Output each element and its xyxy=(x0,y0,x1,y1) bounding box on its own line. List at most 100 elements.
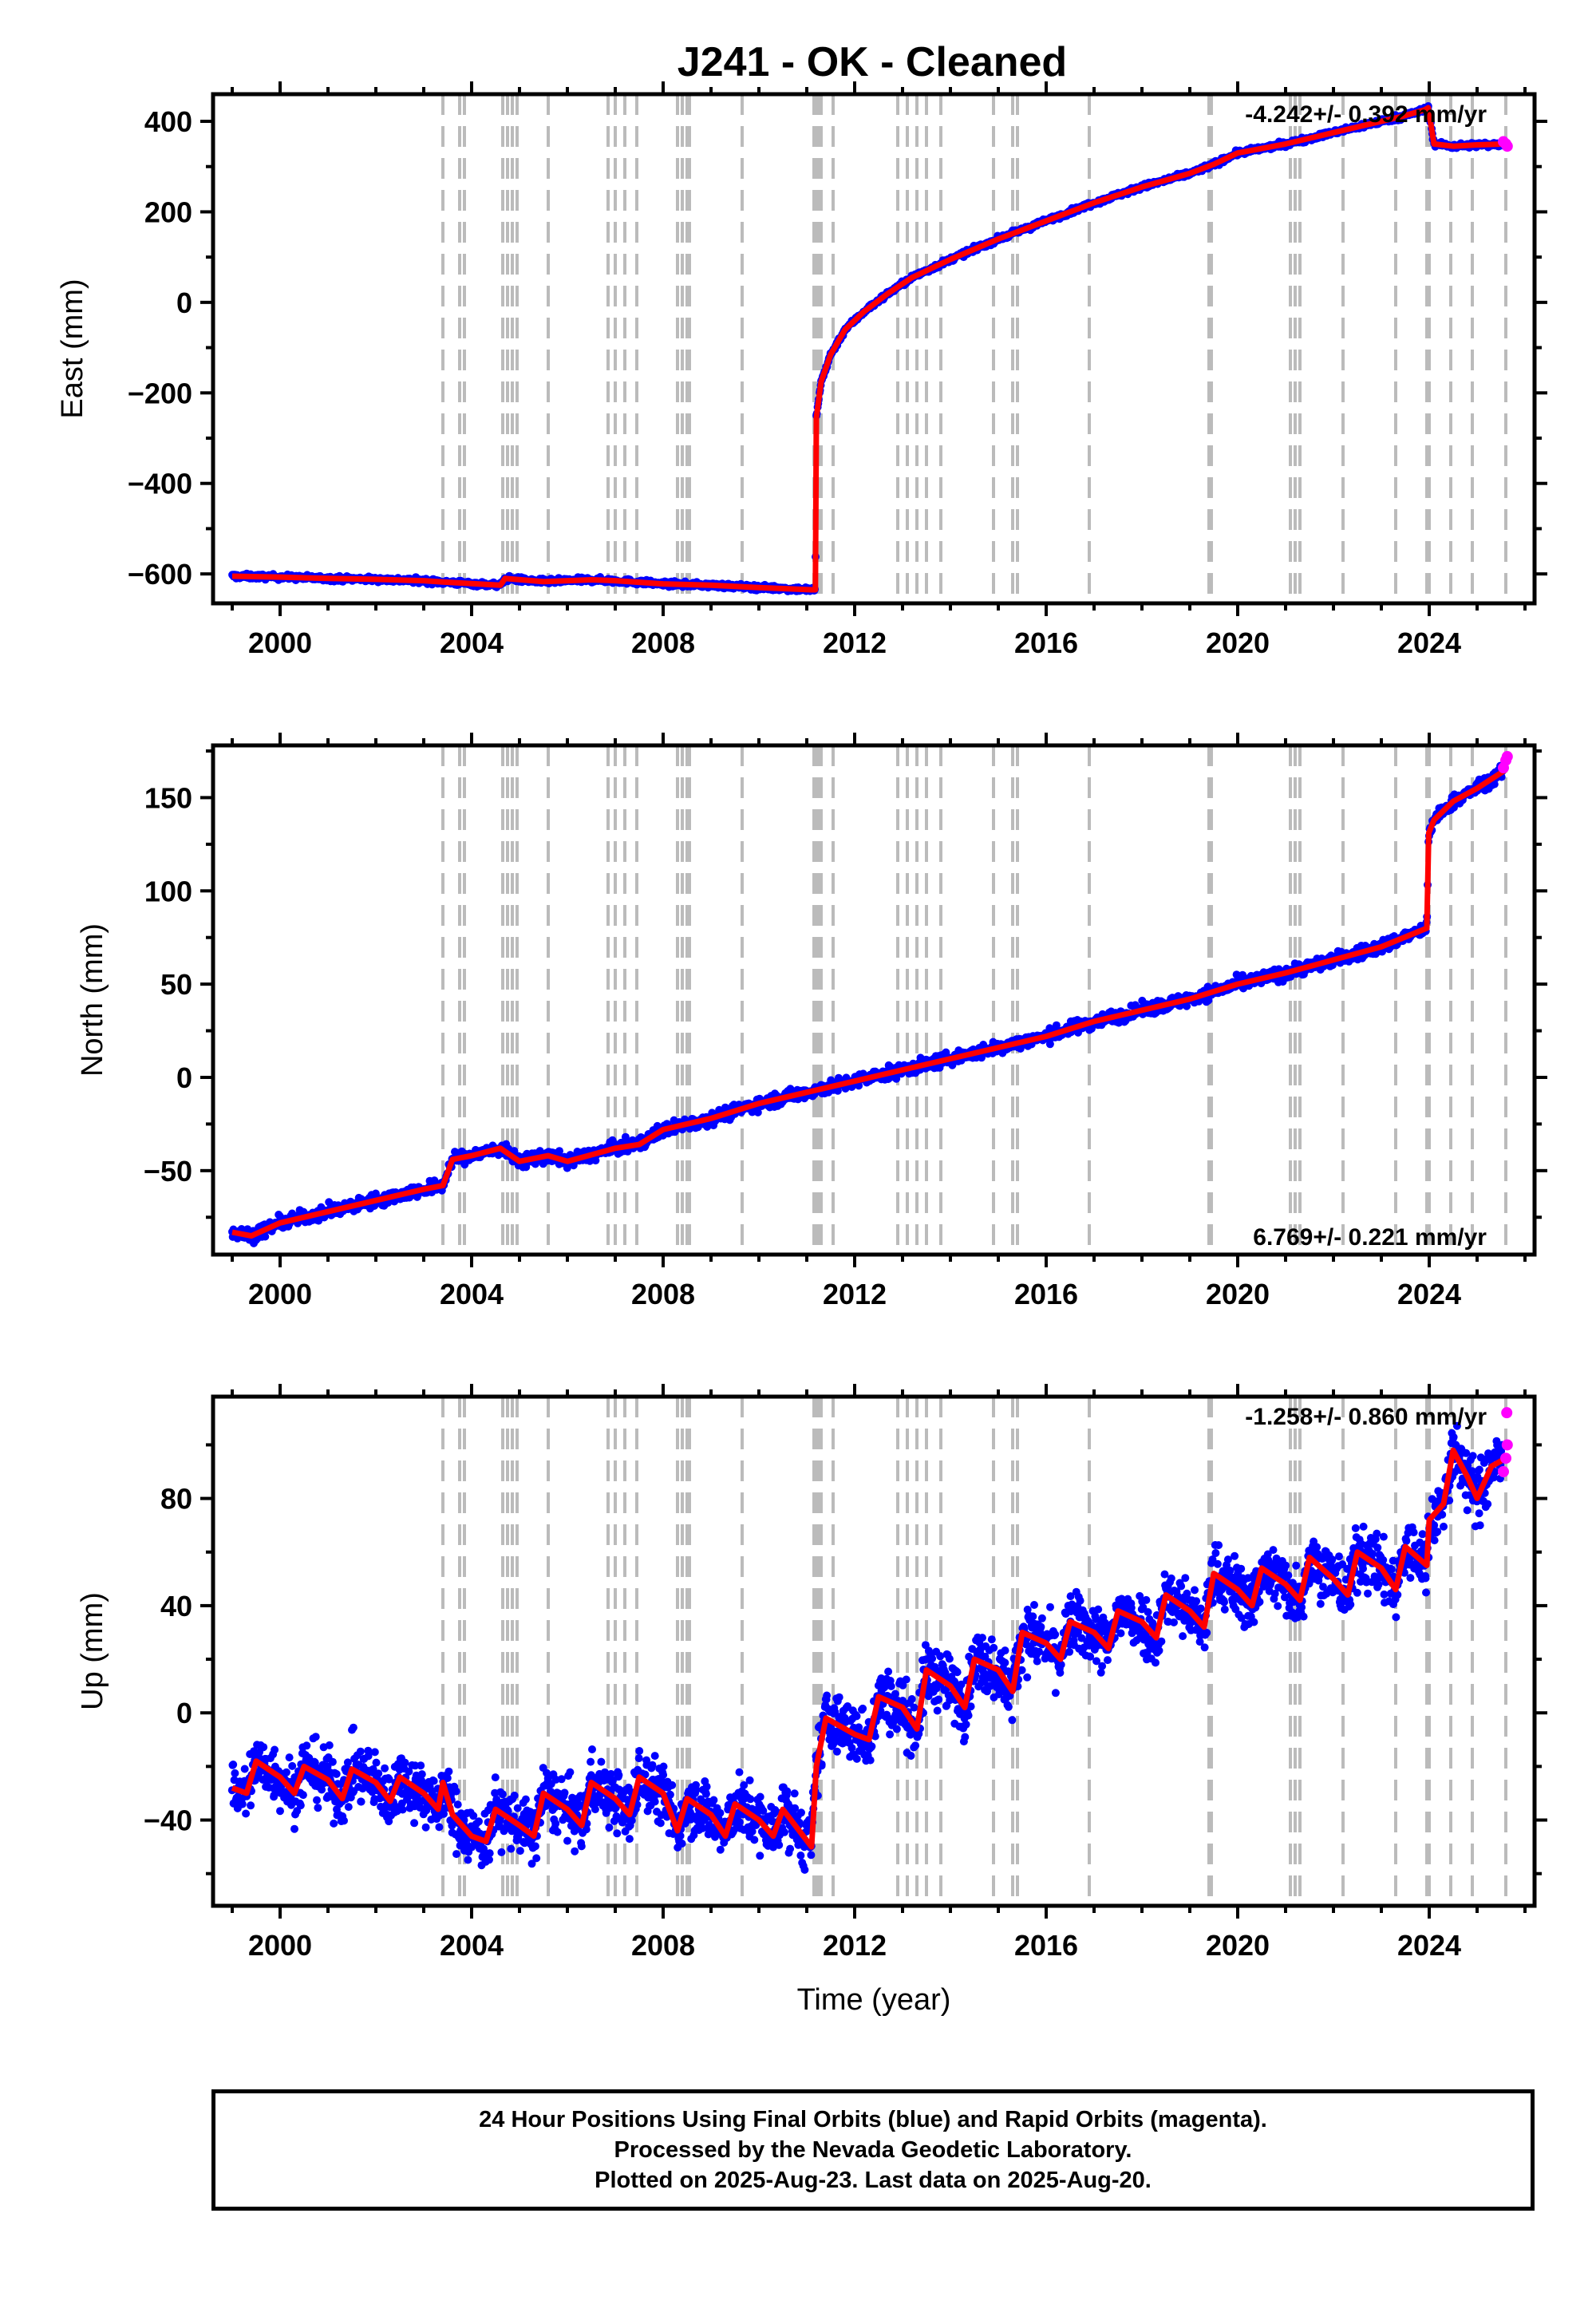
y-tick-label: −400 xyxy=(128,468,192,500)
panel-frame xyxy=(211,743,1537,1257)
data-point xyxy=(242,1809,251,1818)
y-tick-label: −50 xyxy=(144,1155,192,1188)
y-axis-label: East (mm) xyxy=(56,279,89,418)
data-point xyxy=(298,1791,307,1800)
data-point xyxy=(532,1854,541,1863)
data-point xyxy=(311,1733,320,1741)
data-point xyxy=(372,1758,381,1767)
data-point xyxy=(485,1856,493,1864)
data-point xyxy=(574,1803,582,1812)
data-point xyxy=(464,1856,472,1864)
data-point xyxy=(597,1757,606,1766)
data-point xyxy=(276,1807,284,1816)
data-point xyxy=(444,1767,453,1776)
final-orbit-points xyxy=(228,102,1507,595)
data-point xyxy=(398,1805,407,1814)
data-point xyxy=(364,1752,373,1761)
data-point xyxy=(343,1758,352,1767)
data-point xyxy=(621,1132,630,1141)
data-point xyxy=(381,1764,389,1773)
chart-title: J241 - OK - Cleaned xyxy=(678,39,1067,85)
data-point xyxy=(1490,780,1499,788)
data-point xyxy=(385,1775,393,1784)
data-point xyxy=(453,1800,462,1809)
data-point xyxy=(238,1800,247,1808)
data-point xyxy=(247,1801,255,1810)
data-point xyxy=(417,1770,426,1779)
y-axis-label: North (mm) xyxy=(76,923,109,1077)
data-point xyxy=(332,1769,341,1778)
x-tick-label: 2004 xyxy=(440,1278,504,1310)
data-point xyxy=(374,1769,383,1778)
y-tick-label: 0 xyxy=(176,287,192,319)
rate-annotation: -4.242+/- 0.392 mm/yr xyxy=(1245,101,1487,128)
data-point xyxy=(296,1801,305,1810)
data-point xyxy=(753,1108,762,1117)
x-tick-label: 2020 xyxy=(1206,1278,1270,1310)
y-tick-label: −200 xyxy=(128,377,192,409)
data-point xyxy=(553,1828,562,1836)
data-point xyxy=(440,1809,448,1818)
y-tick-label: 150 xyxy=(144,781,192,814)
model-line xyxy=(231,105,1507,593)
data-point xyxy=(588,1745,596,1753)
data-point xyxy=(507,1844,516,1853)
data-point xyxy=(429,1777,438,1785)
data-point xyxy=(452,1787,460,1796)
model-line xyxy=(231,767,1507,1239)
data-point xyxy=(229,1761,238,1769)
data-point xyxy=(357,1797,365,1806)
final-orbit-points xyxy=(227,1421,1507,1874)
data-point xyxy=(240,1765,249,1773)
data-point xyxy=(614,1771,623,1780)
data-point xyxy=(627,1816,636,1825)
data-point xyxy=(443,1774,452,1782)
data-point xyxy=(1052,1021,1061,1030)
data-point xyxy=(417,1761,425,1770)
data-point xyxy=(435,1823,444,1832)
data-point xyxy=(605,1823,614,1832)
x-tick-label: 2012 xyxy=(823,626,887,659)
x-tick-label: 2004 xyxy=(440,626,504,659)
data-point xyxy=(328,1757,337,1766)
x-tick-label: 2016 xyxy=(1014,626,1078,659)
data-point xyxy=(314,1804,322,1812)
rate-annotation: 6.769+/- 0.221 mm/yr xyxy=(1253,1224,1487,1251)
data-point xyxy=(521,1795,530,1804)
data-point xyxy=(978,1053,986,1062)
data-point xyxy=(340,1816,348,1825)
data-point xyxy=(330,1819,338,1828)
data-point xyxy=(513,1804,522,1812)
y-tick-label: 100 xyxy=(144,875,192,907)
data-point xyxy=(290,1824,298,1833)
data-point xyxy=(531,1842,539,1851)
x-tick-label: 2016 xyxy=(1014,1278,1078,1310)
data-point xyxy=(516,1847,524,1856)
data-point xyxy=(613,1829,622,1838)
x-tick-label: 2012 xyxy=(823,1278,887,1310)
data-point xyxy=(411,1761,420,1770)
data-point xyxy=(571,1847,579,1856)
data-point xyxy=(497,1848,506,1856)
data-point xyxy=(271,1745,279,1754)
data-point xyxy=(855,1081,863,1090)
data-point xyxy=(370,1748,379,1757)
data-point xyxy=(428,1789,437,1798)
y-tick-label: 50 xyxy=(160,968,192,1001)
data-point xyxy=(231,1769,239,1777)
data-point xyxy=(566,1768,575,1777)
data-point xyxy=(401,1758,409,1767)
x-tick-label: 2000 xyxy=(248,626,312,659)
x-tick-label: 2008 xyxy=(631,1278,695,1310)
data-point xyxy=(288,1761,297,1770)
x-tick-label: 2024 xyxy=(1397,1278,1461,1310)
data-point xyxy=(323,1762,332,1771)
data-point xyxy=(405,1767,413,1776)
data-point xyxy=(582,1825,591,1834)
data-point xyxy=(469,1812,478,1820)
panel-1: 2000 2004 2008 2012 2016 2020 2024−600−400−200… xyxy=(56,81,1547,659)
x-tick-label: 2000 xyxy=(248,1278,312,1310)
y-tick-label: 0 xyxy=(176,1061,192,1094)
data-point xyxy=(587,1757,595,1766)
